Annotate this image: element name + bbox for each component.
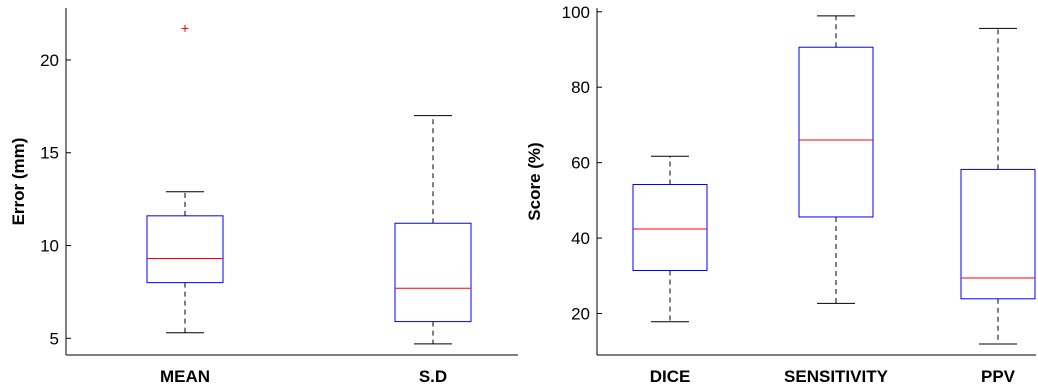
y-axis-label: Error (mm) [9, 138, 28, 226]
x-category-label: SENSITIVITY [784, 367, 889, 386]
iqr-box [960, 168, 1036, 300]
box-mean [146, 24, 224, 334]
box-s-d [394, 115, 472, 345]
score-boxplot-panel: 20 40 60 80 100 Score (%) DICE SENSITIVITY PPV [525, 3, 1036, 386]
iqr-box [394, 222, 472, 323]
y-tick-label: 5 [50, 329, 59, 348]
iqr-box [632, 184, 708, 272]
box-ppv [960, 27, 1036, 345]
x-category-label: PPV [981, 367, 1016, 386]
iqr-box [798, 46, 874, 218]
y-tick-label: 20 [571, 305, 590, 324]
x-category-label: MEAN [160, 367, 210, 386]
y-tick-label: 80 [571, 78, 590, 97]
box-dice [632, 155, 708, 323]
error-boxplot-panel: 5 10 15 20 Error (mm) MEAN S.D [9, 8, 518, 386]
outlier-marker [181, 24, 189, 32]
x-category-label: S.D [419, 367, 447, 386]
x-category-label: DICE [650, 367, 691, 386]
y-tick-label: 15 [40, 144, 59, 163]
y-tick-label: 10 [40, 237, 59, 256]
y-tick-label: 20 [40, 51, 59, 70]
y-axis-label: Score (%) [525, 142, 544, 220]
y-tick-label: 40 [571, 229, 590, 248]
y-tick-label: 100 [562, 3, 590, 22]
y-tick-label: 60 [571, 154, 590, 173]
box-sensitivity [798, 15, 874, 304]
iqr-box [146, 215, 224, 284]
